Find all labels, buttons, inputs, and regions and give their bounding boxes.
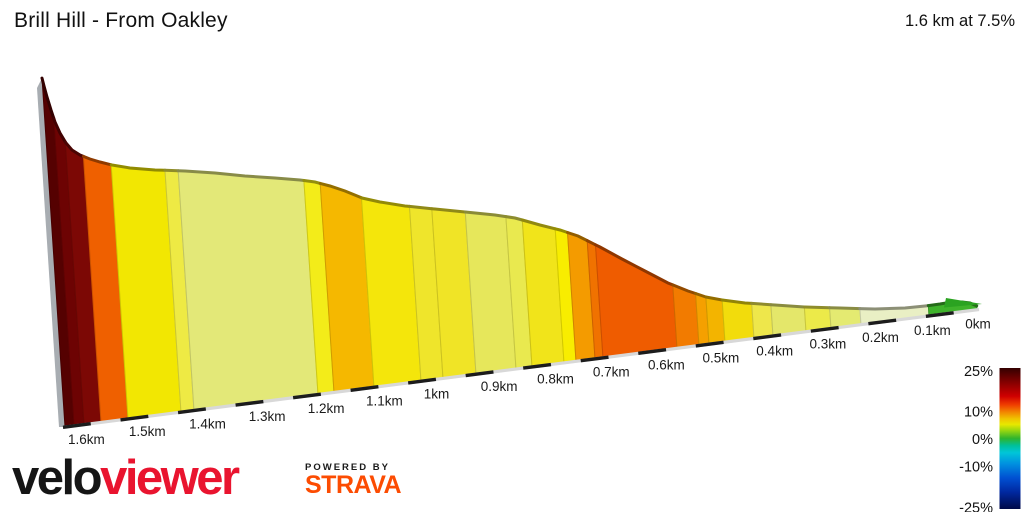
profile-band-top-edge — [463, 210, 508, 219]
profile-band-top-edge — [109, 163, 167, 172]
finish-arrow-icon — [944, 298, 982, 308]
profile-band-top-edge — [163, 168, 180, 173]
strava-wordmark: STRAVA — [305, 471, 402, 499]
profile-band-top-edge — [318, 181, 363, 200]
legend-label: -10% — [959, 459, 993, 475]
legend-label: -25% — [959, 500, 993, 512]
axis-tick-label: 1.1km — [366, 394, 403, 409]
axis-tick-label: 1.5km — [129, 424, 166, 439]
axis-tick-label: 1.4km — [189, 417, 226, 432]
profile-band-top-edge — [802, 305, 832, 310]
axis-tick-label: 1.2km — [308, 401, 345, 416]
profile-band-top-edge — [553, 227, 569, 234]
profile-band — [721, 299, 755, 343]
veloviewer-logo[interactable]: veloviewer — [12, 450, 240, 510]
profile-band-top-edge — [81, 154, 113, 167]
profile-side-face — [37, 78, 65, 428]
profile-band-top-edge — [408, 204, 434, 211]
axis-tick-label: 0.3km — [810, 337, 847, 352]
profile-band-top-edge — [360, 196, 411, 208]
axis-tick-label: 0.9km — [481, 379, 518, 394]
profile-band-top-edge — [63, 140, 85, 158]
profile-band-top-edge — [520, 218, 557, 231]
profile-band-top-edge — [858, 304, 930, 311]
logo-velo-text: velo — [12, 451, 103, 505]
profile-band-top-edge — [302, 179, 322, 185]
axis-tick-label: 0.8km — [537, 372, 574, 387]
profile-band — [751, 302, 774, 339]
axis-tick-label: 0.4km — [756, 344, 793, 359]
axis-tick-label: 1.6km — [68, 432, 105, 447]
profile-band — [177, 170, 319, 412]
segment-summary: 1.6 km at 7.5% — [904, 12, 1015, 30]
axis-tick-label: 0.6km — [648, 358, 685, 373]
profile-band-top-edge — [176, 169, 306, 182]
profile-band-top-edge — [566, 231, 589, 243]
legend-label: 25% — [964, 364, 993, 380]
axis-tick-label: 1.3km — [249, 409, 286, 424]
profile-band-top-edge — [750, 301, 773, 307]
axis-tick-label: 1km — [424, 386, 450, 401]
profile-band-top-edge — [40, 76, 56, 120]
profile-band-top-edge — [694, 292, 708, 299]
legend-label: 0% — [972, 432, 993, 448]
axis-tick-label: 0km — [965, 317, 991, 332]
powered-by-label: POWERED BY — [305, 462, 390, 473]
profile-band-top-edge — [585, 239, 597, 247]
axis-tick-label: 0.1km — [914, 323, 951, 338]
profile-band-top-edge — [720, 298, 754, 305]
profile-band-top-edge — [671, 283, 698, 295]
profile-band-top-edge — [504, 215, 524, 222]
page-title: Brill Hill - From Oakley — [14, 9, 228, 32]
profile-band-top-edge — [769, 303, 806, 309]
legend-label: 10% — [964, 405, 993, 421]
x-axis-dashes — [62, 307, 980, 429]
axis-tick-label: 0.2km — [862, 330, 899, 345]
profile-band — [594, 243, 678, 359]
strava-logo[interactable]: POWERED BY STRAVA — [305, 462, 402, 499]
axis-tick-label: 0.7km — [593, 365, 630, 380]
axis-tick-label: 0.5km — [703, 350, 740, 365]
logo-viewer-text: viewer — [100, 451, 240, 505]
profile-band-top-edge — [52, 116, 67, 144]
legend-color-bar — [999, 368, 1021, 509]
profile-band-top-edge — [594, 243, 675, 287]
profile-band-top-edge — [828, 306, 862, 311]
